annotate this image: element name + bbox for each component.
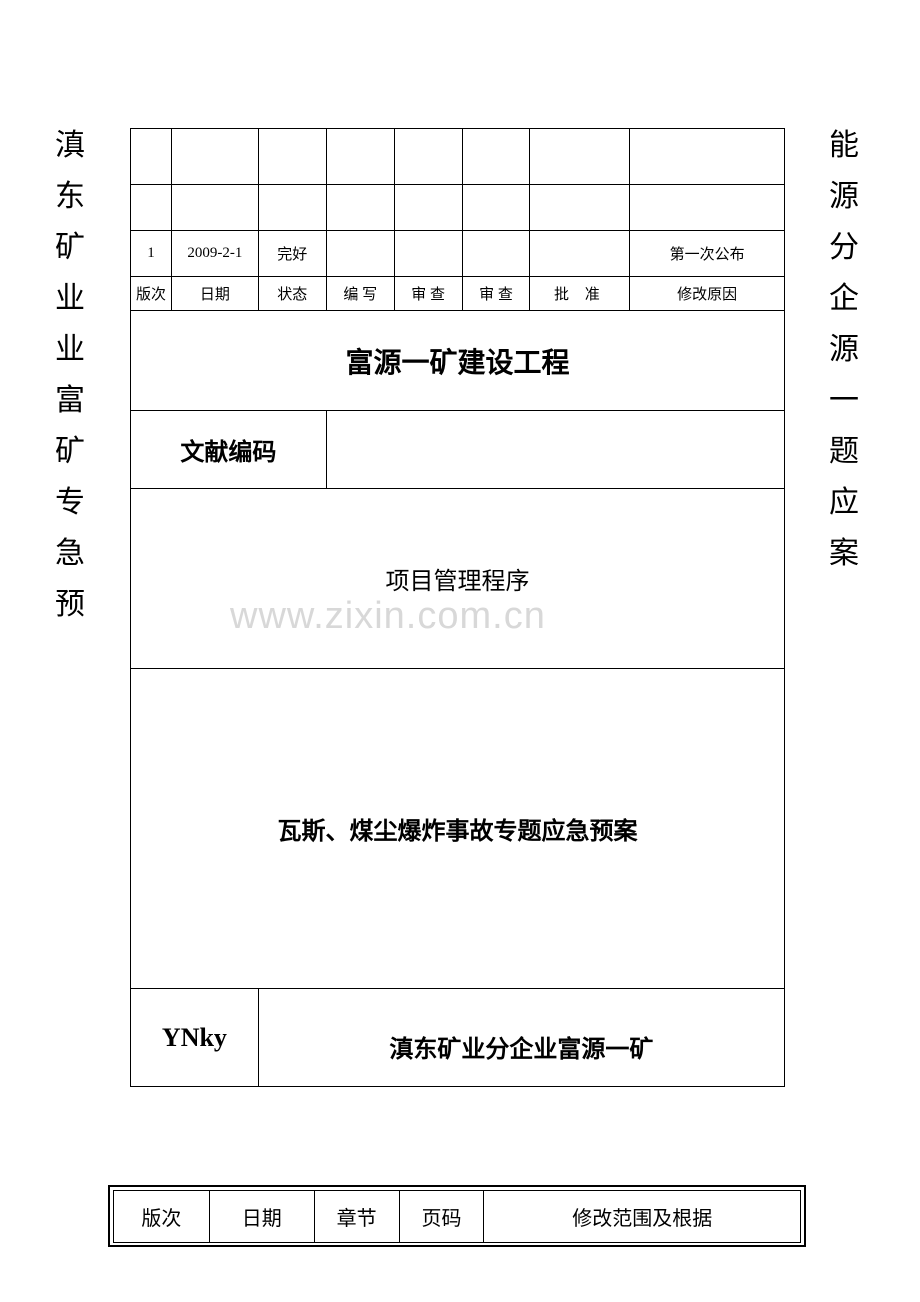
plan-title: 瓦斯、煤尘爆炸事故专题应急预案 (131, 669, 785, 989)
bottom-row: 版次 日期 章节 页码 修改范围及根据 (114, 1191, 801, 1243)
bottom-date-label: 日期 (209, 1191, 314, 1243)
right-side-text: 能源分企源一题应案 (815, 120, 875, 579)
bottom-page-label: 页码 (399, 1191, 484, 1243)
write-value (326, 231, 394, 277)
review1-value (394, 231, 462, 277)
doc-code-row: 文献编码 (131, 411, 785, 489)
org-row: YNky 滇东矿业分企业富源一矿 (131, 989, 785, 1087)
program-title: 项目管理程序 (131, 489, 785, 669)
data-row: 1 2009-2-1 完好 第一次公布 (131, 231, 785, 277)
review2-value (462, 231, 530, 277)
approve-value (530, 231, 630, 277)
project-title-row: 富源一矿建设工程 (131, 311, 785, 411)
date-value: 2009-2-1 (171, 231, 258, 277)
version-label: 版次 (131, 277, 172, 311)
doc-code-label: 文献编码 (131, 411, 327, 489)
reason-label: 修改原因 (630, 277, 785, 311)
date-label: 日期 (171, 277, 258, 311)
main-document-table: 1 2009-2-1 完好 第一次公布 版次 日期 状态 编 写 审 查 审 查… (130, 128, 785, 1087)
program-row: 项目管理程序 (131, 489, 785, 669)
bottom-version-label: 版次 (114, 1191, 210, 1243)
review2-label: 审 查 (462, 277, 530, 311)
bottom-chapter-label: 章节 (314, 1191, 399, 1243)
status-value: 完好 (258, 231, 326, 277)
review1-label: 审 查 (394, 277, 462, 311)
version-value: 1 (131, 231, 172, 277)
write-label: 编 写 (326, 277, 394, 311)
empty-row-2 (131, 185, 785, 231)
org-code: YNky (131, 989, 259, 1087)
empty-row-1 (131, 129, 785, 185)
bottom-scope-label: 修改范围及根据 (484, 1191, 801, 1243)
org-name: 滇东矿业分企业富源一矿 (258, 989, 784, 1087)
bottom-revision-table: 版次 日期 章节 页码 修改范围及根据 (113, 1190, 801, 1243)
project-title: 富源一矿建设工程 (131, 311, 785, 411)
approve-label: 批 准 (530, 277, 630, 311)
label-row: 版次 日期 状态 编 写 审 查 审 查 批 准 修改原因 (131, 277, 785, 311)
plan-row: 瓦斯、煤尘爆炸事故专题应急预案 (131, 669, 785, 989)
left-side-text: 滇东矿业业富矿专急预 (55, 120, 115, 630)
status-label: 状态 (258, 277, 326, 311)
reason-value: 第一次公布 (630, 231, 785, 277)
doc-code-value (326, 411, 784, 489)
